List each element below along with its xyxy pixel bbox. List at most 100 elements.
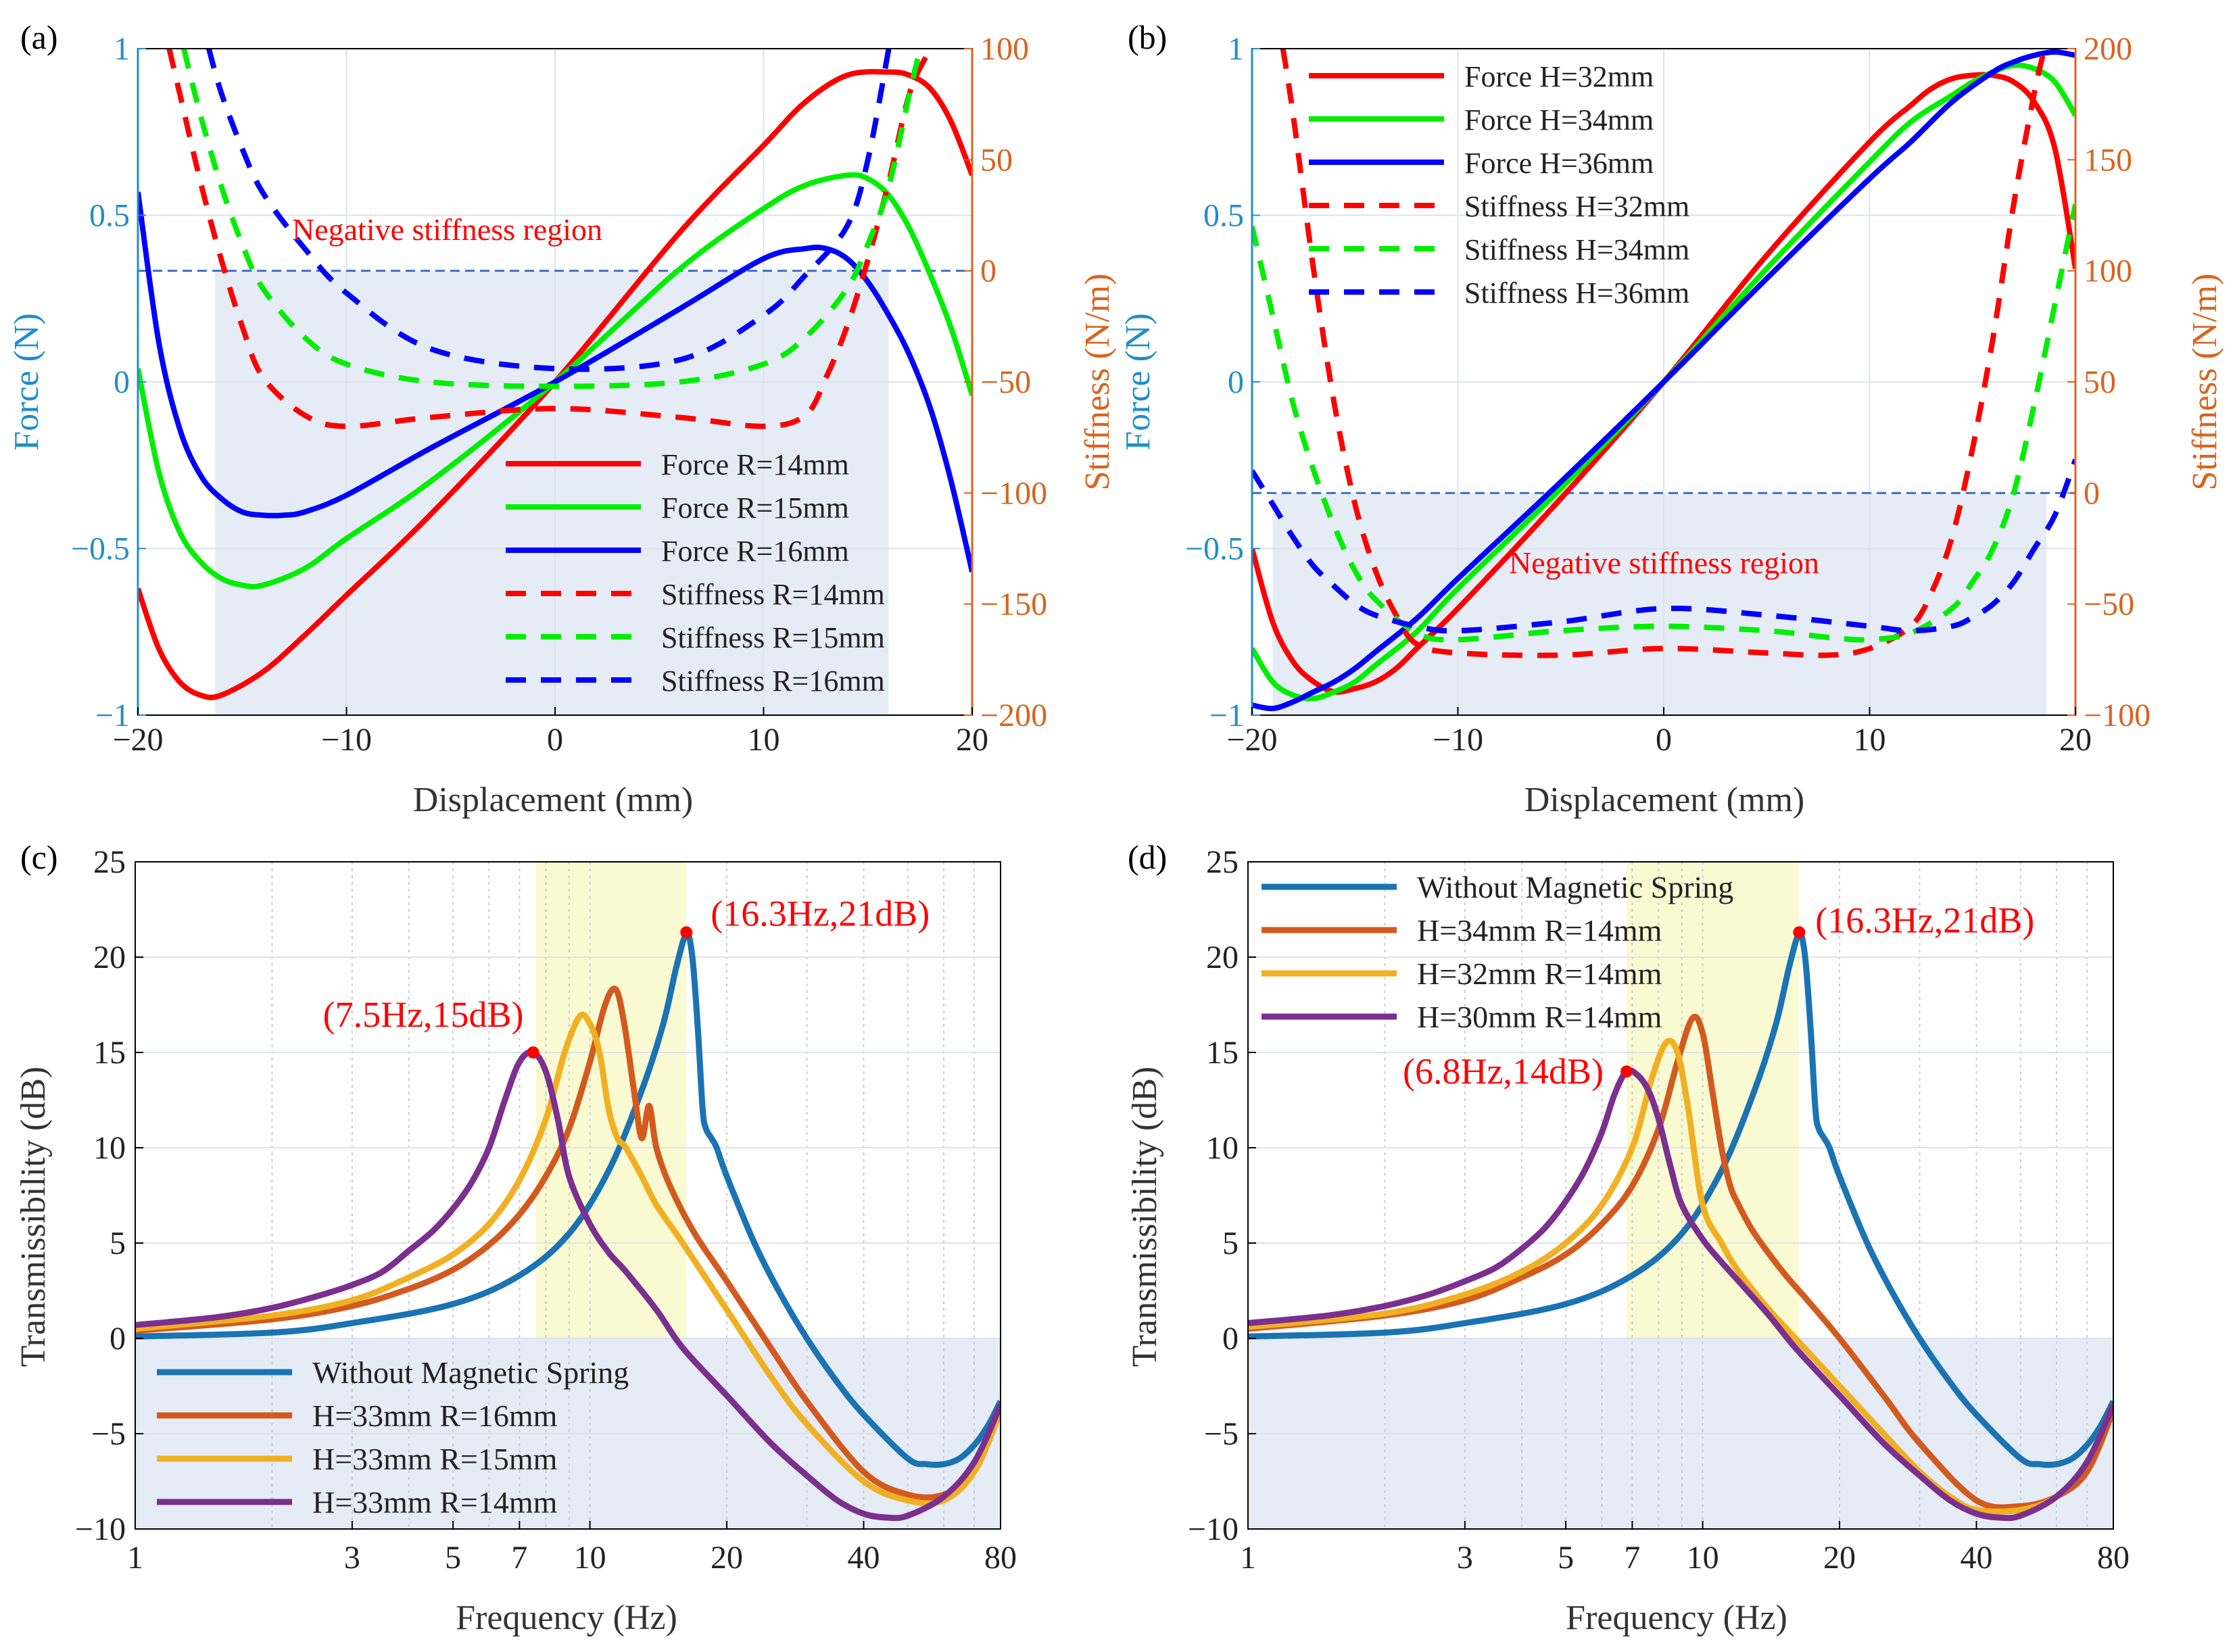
y-tick-label-right: 50	[980, 142, 1013, 178]
series-line-stiffness-r-16mm	[206, 49, 892, 372]
y-tick-label: −5	[1204, 1416, 1239, 1452]
legend-label: Force R=14mm	[661, 448, 849, 481]
series-line-without-magnetic-spring	[1248, 931, 2113, 1468]
legend: Force R=14mm Force R=15mm Force R=16mm Stif…	[506, 448, 885, 698]
y-tick-label-left: 0.5	[89, 198, 130, 234]
y-axis-label-right: Stiffness (N/m)	[1078, 273, 1117, 490]
y-tick-label: 15	[1206, 1035, 1239, 1071]
y-tick-label-left: 0.5	[1203, 198, 1244, 234]
y-tick-label-right: 0	[2084, 475, 2100, 511]
series-group	[1248, 931, 2113, 1522]
highlight-band	[535, 862, 687, 1338]
y-tick-label-right: 100	[2084, 253, 2132, 289]
series-line-h-33mm-r-14mm	[135, 1048, 1001, 1522]
x-tick-label: 1	[1240, 1540, 1256, 1576]
y-tick-label: 20	[93, 940, 126, 975]
y-tick-label-left: 0	[1228, 364, 1244, 400]
legend-label: Force R=15mm	[661, 491, 849, 525]
x-tick-label: 3	[1457, 1540, 1473, 1576]
legend-label: Stiffness H=32mm	[1464, 190, 1689, 223]
legend-label: Stiffness H=36mm	[1464, 276, 1689, 310]
y-tick-label-right: 100	[980, 31, 1029, 67]
y-tick-label-left: −0.5	[1185, 531, 1244, 567]
y-tick-label-right: 0	[980, 253, 996, 289]
legend: Without Magnetic Spring H=33mm R=16mm H=33…	[157, 1355, 629, 1520]
region-annotation: Negative stiffness region	[292, 212, 602, 247]
y-tick-label: −5	[91, 1416, 126, 1452]
legend-label: H=33mm R=15mm	[312, 1442, 558, 1476]
peak-label: (16.3Hz,21dB)	[1815, 900, 2034, 940]
peak-annotations: (16.3Hz,21dB) (6.8Hz,14dB)	[1403, 900, 2034, 1092]
legend-label: Force H=36mm	[1464, 147, 1654, 180]
x-tick-label: 3	[344, 1540, 360, 1576]
x-axis-label: Frequency (Hz)	[456, 1599, 677, 1637]
series-line-stiffness-r-15mm	[181, 49, 923, 389]
x-tick-label: 40	[848, 1540, 880, 1576]
peak-marker	[1793, 926, 1806, 939]
peak-marker	[680, 926, 693, 939]
x-tick-label: 10	[748, 722, 780, 758]
panel-a: −20 −10 0 10 20−1−0.500.51−200−150−100−50050…	[7, 18, 1117, 819]
y-tick-label: 15	[93, 1035, 126, 1071]
peak-label: (7.5Hz,15dB)	[323, 994, 524, 1035]
y-tick-label: 10	[1206, 1130, 1239, 1166]
series-line-h-34mm-r-14mm	[1248, 1013, 2113, 1511]
series-line-force-r-16mm	[138, 191, 972, 573]
y-tick-label-right: −100	[2084, 698, 2150, 733]
legend-label: Force H=34mm	[1464, 103, 1654, 137]
y-tick-label-left: −1	[95, 698, 130, 733]
negative-stiffness-region	[215, 270, 889, 716]
x-tick-label: 10	[574, 1540, 606, 1576]
y-tick-label-left: −0.5	[71, 531, 130, 567]
x-tick-label: 10	[1854, 722, 1886, 758]
legend-label: Without Magnetic Spring	[1417, 870, 1733, 904]
legend-label: Stiffness H=34mm	[1464, 233, 1689, 266]
y-axis-label-right: Stiffness (N/m)	[2186, 273, 2224, 490]
x-axis-label: Displacement (mm)	[1524, 781, 1804, 819]
y-tick-label: 0	[1222, 1321, 1239, 1357]
series-line-h-33mm-r-16mm	[135, 986, 1001, 1501]
legend: Without Magnetic Spring H=34mm R=14mm H=32…	[1261, 870, 1733, 1034]
panel-c: 1 3 5 7 10 20 40 80 −10 −5 0 5 10 15 20 25 (16.3Hz,21dB…	[14, 838, 1017, 1637]
y-tick-label-left: 1	[1228, 31, 1244, 67]
y-tick-label: −10	[1188, 1511, 1239, 1547]
legend-label: H=33mm R=14mm	[312, 1485, 558, 1520]
x-tick-label: 5	[445, 1540, 461, 1576]
legend-label: Force H=32mm	[1464, 60, 1654, 93]
y-axis-label-left: Force (N)	[1119, 313, 1157, 451]
x-tick-label: 20	[1823, 1540, 1856, 1576]
y-axis-label: Transmissibility (dB)	[1126, 1067, 1164, 1367]
x-tick-label: 40	[1961, 1540, 1993, 1576]
y-tick-label-right: −150	[980, 587, 1047, 623]
x-tick-label: 1	[127, 1540, 143, 1576]
series-group	[135, 931, 1001, 1522]
y-tick-label: 10	[93, 1130, 126, 1166]
legend-label: Stiffness R=14mm	[661, 578, 885, 611]
y-tick-label-left: 1	[114, 31, 130, 67]
peak-label: (16.3Hz,21dB)	[711, 893, 930, 933]
panel-d: 1 3 5 7 10 20 40 80 −10 −5 0 5 10 15 20 25 (16.3Hz,21dB…	[1126, 838, 2130, 1637]
panel-label: (c)	[20, 838, 58, 876]
x-tick-label: 0	[1656, 722, 1672, 758]
y-tick-label: 25	[1206, 844, 1239, 880]
plot-frame	[1247, 861, 2114, 1530]
legend-label: H=32mm R=14mm	[1417, 956, 1662, 991]
series-line-stiffness-r-14mm	[166, 49, 933, 429]
x-tick-label: 80	[2097, 1540, 2130, 1576]
legend-label: H=33mm R=16mm	[312, 1399, 558, 1433]
legend-label: Stiffness R=16mm	[661, 664, 885, 698]
legend-label: Stiffness R=15mm	[661, 621, 885, 654]
x-tick-label: −10	[1433, 722, 1483, 758]
peak-marker	[527, 1046, 539, 1059]
peak-marker	[1620, 1065, 1633, 1078]
x-tick-label: 80	[984, 1540, 1017, 1576]
x-tick-label: 20	[956, 722, 988, 758]
panel-b: −20 −10 0 10 20−1−0.500.51−100−5005010015020…	[1119, 18, 2224, 819]
x-tick-label: 20	[2059, 722, 2092, 758]
y-tick-label-left: −1	[1209, 698, 1244, 733]
y-tick-label-right: 200	[2084, 31, 2132, 67]
x-tick-label: 10	[1687, 1540, 1719, 1576]
ticks: −20 −10 0 10 20−1−0.500.51−200−150−100−50050…	[71, 31, 1047, 758]
ticks: 1 3 5 7 10 20 40 80 −10 −5 0 5 10 15 20 25	[1188, 844, 2130, 1576]
